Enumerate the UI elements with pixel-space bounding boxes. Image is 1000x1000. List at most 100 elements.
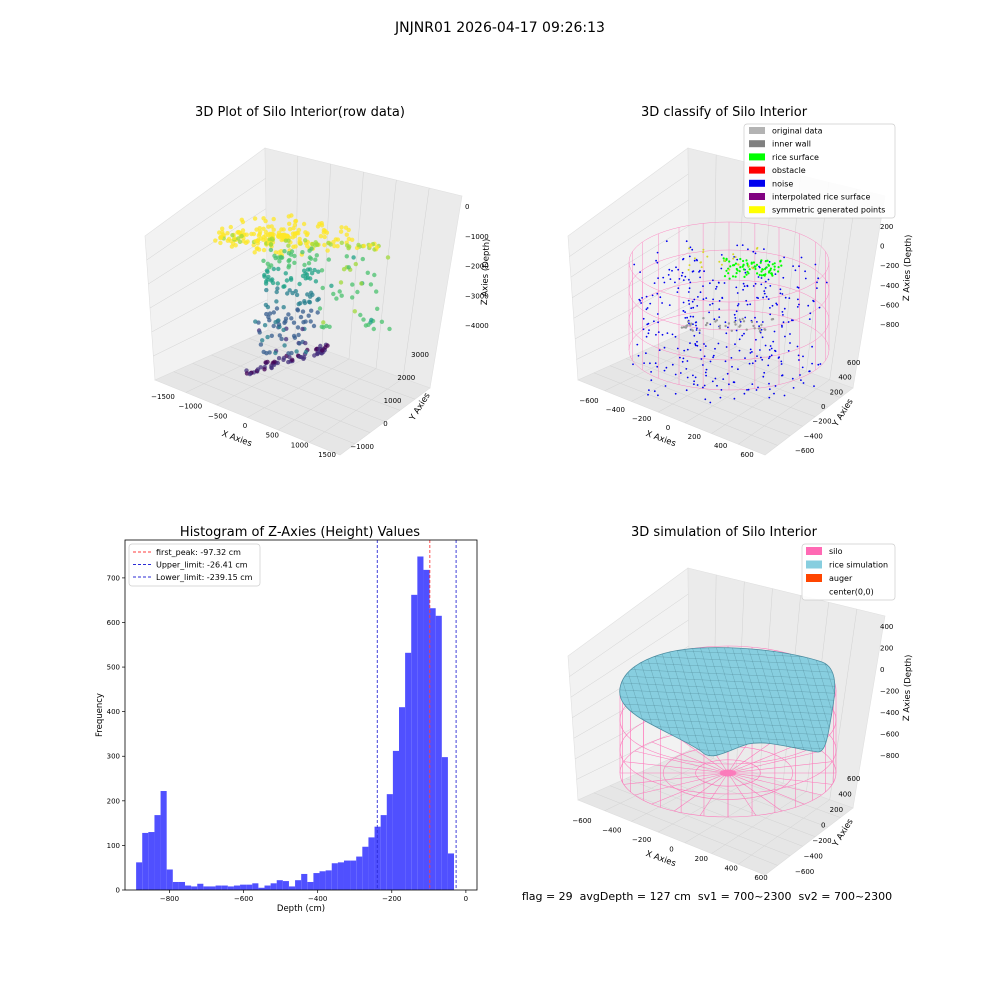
raw-data-point [253,238,258,244]
raw-data-point [366,322,371,327]
inner-wall-point [687,320,690,323]
raw-data-point [262,274,267,279]
rice-mesh-line [697,647,739,756]
raw-data-point [302,262,307,268]
inner-wall-point [734,323,737,326]
noise-point [802,355,804,358]
inner-wall-point [758,329,762,333]
noise-point [711,302,714,305]
rice-surface-point [727,272,730,275]
raw-data-point [303,238,308,243]
noise-point [690,307,693,310]
raw-data-point [379,319,385,324]
noise-point [781,326,783,328]
raw-data-point [359,281,364,286]
noise-point [777,357,780,359]
noise-point [756,296,758,299]
rice-surface-point [760,270,763,273]
raw-data-point [361,317,366,322]
raw-data-point [266,224,271,229]
noise-point [684,317,687,319]
raw-data-point [337,289,342,294]
noise-point [738,338,741,341]
noise-point [734,343,736,346]
noise-point [744,357,746,359]
noise-point [749,303,752,306]
histogram-bar [362,846,369,890]
simulation-y-tick-label: −200 [812,837,831,845]
noise-point [696,384,699,386]
raw-data-point [291,333,297,339]
noise-point [709,304,711,306]
noise-point [702,298,705,301]
noise-point [691,300,694,303]
rice-surface-point [766,259,769,262]
raw-data-point [346,265,351,270]
inner-wall-point [680,326,684,329]
noise-point [726,372,729,375]
noise-point [696,327,698,330]
noise-point [686,360,689,362]
simulation-z-tick-label: −200 [880,688,899,696]
noise-point [768,261,771,263]
classify-gridline [625,358,803,427]
noise-point [792,387,795,389]
classify-x-axis-label: X Axies [644,429,677,449]
noise-point [642,317,645,320]
noise-point [768,382,770,385]
noise-point [743,392,746,395]
noise-point [658,349,661,351]
inner-wall-point [718,324,722,327]
noise-point [756,321,758,323]
raw-data-point [276,322,282,327]
simulation-gridline [673,756,841,818]
raw-data-point [268,247,274,253]
raw-gridline [151,269,268,333]
noise-point [637,354,640,357]
classify-gridline [604,338,714,391]
rice-surface-point [742,268,746,271]
raw-data-point [282,249,287,254]
noise-point [783,307,786,310]
noise-point [807,304,810,307]
rice-surface-point [723,275,727,278]
raw-data-point [255,367,261,372]
classify-legend-label: rice surface [772,153,819,162]
noise-point [769,313,772,316]
raw-gridline [402,187,430,379]
raw-data-point [263,229,269,235]
histogram-bar [392,750,399,890]
raw-data-point [284,278,290,283]
raw-z-tick-label: 0 [465,203,469,211]
histogram-bar [209,886,216,890]
noise-point [719,396,722,399]
raw-data-point [239,233,244,239]
noise-point [693,334,696,337]
classify-pane-floor [577,329,854,456]
noise-point [734,317,737,319]
noise-point [802,382,805,384]
noise-point [774,349,776,352]
raw-data-point [298,240,303,245]
noise-point [694,343,697,345]
classify-y-tick-label: 600 [847,359,860,367]
simulation-silo-spoke [699,772,729,816]
histogram-bar [319,871,326,890]
raw-data-point [218,235,223,241]
rice-surface-point [754,267,757,271]
figure-title: JNJNR01 2026-04-17 09:26:13 [394,20,605,36]
raw-data-point [264,351,269,356]
raw-data-point [312,267,317,273]
inner-wall-point [742,320,746,323]
histogram-bar [295,880,302,890]
raw-data-point [345,243,350,248]
raw-data-point [220,232,226,237]
classify-legend-label: noise [772,179,793,188]
raw-data-point [302,299,307,304]
status-footer: flag = 29 avgDepth = 127 cm sv1 = 700~23… [522,890,892,903]
raw-data-point [352,309,357,314]
symmetric-generated-point [700,266,703,269]
noise-point [746,303,749,306]
raw-data-point [375,306,380,311]
noise-point [733,256,736,258]
